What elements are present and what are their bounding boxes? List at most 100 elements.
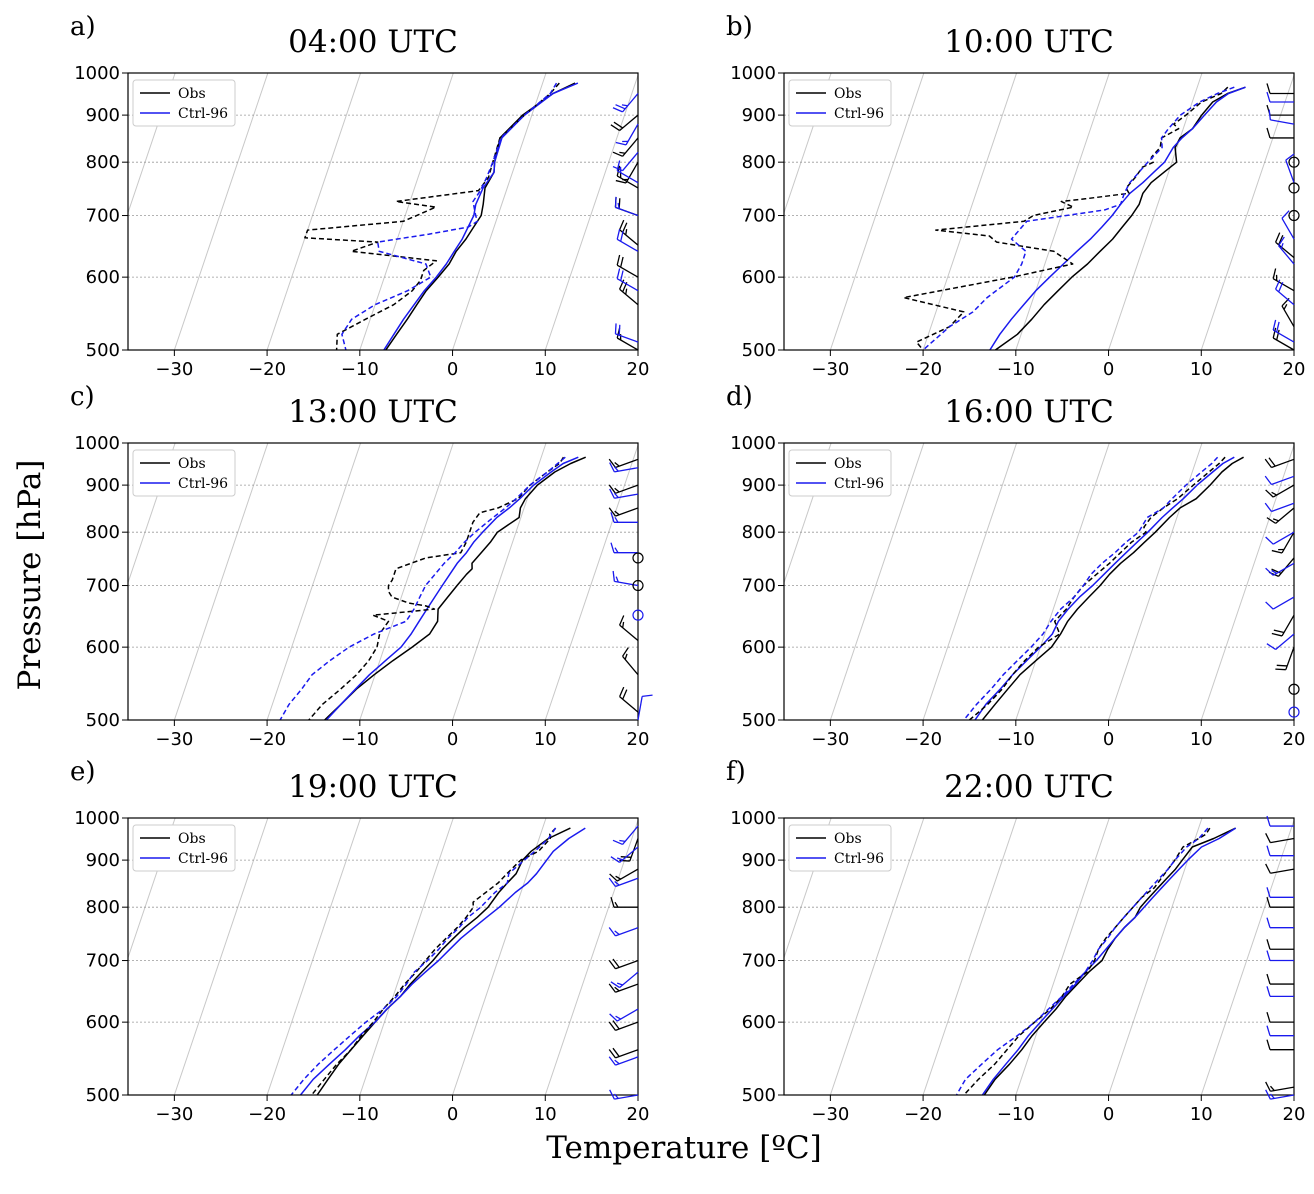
barb-flag (1268, 457, 1276, 467)
legend-model-label: Ctrl-96 (834, 476, 884, 492)
wind-barb (609, 462, 639, 473)
barb-flag (1266, 887, 1271, 898)
plot-area (128, 443, 638, 720)
barb-flag (616, 268, 621, 279)
wind-barb (1266, 507, 1295, 524)
barb-flag (620, 231, 624, 242)
barb-flag (1266, 1011, 1271, 1023)
barb-flag (608, 983, 616, 993)
x-tick-label: 10 (1190, 729, 1213, 750)
x-tick-label: −20 (904, 729, 942, 750)
model-dewpoint-line (922, 86, 1235, 350)
barb-staff (622, 137, 639, 157)
isotherm-line (1108, 818, 1203, 1095)
barb-flag (612, 165, 623, 172)
y-tick-label: 900 (742, 105, 776, 126)
barb-flag (1275, 279, 1281, 290)
calm-wind-circle (632, 552, 644, 564)
barb-staff (619, 624, 639, 642)
barb-flag (1264, 475, 1272, 485)
isotherm-line (1200, 818, 1294, 1095)
barb-flag (1265, 489, 1274, 498)
x-tick-label: 0 (447, 359, 458, 380)
barb-flag (1272, 319, 1277, 331)
wind-barb (612, 151, 639, 172)
barb-staff (1270, 119, 1295, 125)
barb-staff (1270, 868, 1295, 874)
wind-barb (610, 846, 639, 863)
wind-barb (1266, 633, 1295, 651)
plot-frame (127, 442, 639, 721)
isotherm-line (922, 73, 1018, 350)
isotherm-line (637, 348, 638, 350)
barb-flag (1266, 91, 1271, 103)
model-temperature-line (989, 86, 1246, 350)
wind-barb (1265, 484, 1295, 498)
barb-flag (616, 254, 621, 266)
barb-flag (1266, 939, 1271, 950)
barb-flag (1275, 232, 1281, 243)
barb-flag (619, 279, 625, 290)
wind-barb (615, 123, 639, 146)
isotherm-line (922, 443, 1018, 720)
barb-flag (612, 1047, 620, 1057)
x-tick-label: −20 (248, 729, 286, 750)
barb-flag (622, 647, 629, 657)
wind-barb (1265, 562, 1295, 576)
barb-flag (1265, 833, 1271, 843)
skewt-panel: 500 600 700 800 900 1000 −30 −20 −10 0 10 20 19:00 U… (0, 757, 650, 1125)
barb-flag (612, 151, 623, 157)
wind-barb (609, 1008, 639, 1022)
y-tick-label: 600 (742, 1012, 776, 1033)
barb-flag (1278, 282, 1284, 293)
barb-flag (625, 229, 628, 235)
x-tick-label: 10 (534, 1104, 557, 1125)
legend-model-label: Ctrl-96 (834, 106, 884, 122)
barb-flag (1269, 1093, 1275, 1099)
calm-wind-circle (632, 579, 644, 592)
barb-staff (622, 655, 639, 676)
barb-flag (1272, 327, 1277, 339)
wind-barb (612, 137, 639, 157)
y-tick-label: 800 (86, 897, 120, 918)
plot-area (0, 818, 638, 1095)
y-tick-label: 500 (742, 340, 776, 361)
wind-barb (612, 570, 639, 587)
wind-barb (608, 507, 639, 517)
barb-flag (1278, 234, 1284, 246)
wind-barb (1266, 939, 1294, 950)
wind-barb (609, 868, 639, 882)
barb-flag (1265, 1081, 1271, 1092)
wind-barb (608, 1047, 639, 1059)
isotherm-line (552, 73, 646, 350)
model-temperature-line (974, 456, 1235, 720)
isotherm-line (367, 818, 461, 1095)
isotherm-line (645, 73, 739, 350)
wind-barb (1268, 109, 1295, 125)
barb-flag (614, 1059, 620, 1065)
legend-model-label: Ctrl-96 (178, 106, 228, 122)
barb-flag (621, 104, 628, 107)
wind-barb (614, 196, 639, 217)
x-tick-label: 20 (627, 1104, 650, 1125)
skewt-panel: 500 600 700 800 900 1000 −30 −20 −10 0 10 20 13:00 U… (70, 382, 653, 750)
x-tick-label: 20 (1283, 359, 1306, 380)
x-tick-label: −30 (811, 1104, 849, 1125)
isotherm-line (173, 443, 269, 720)
plot-frame (783, 817, 1295, 1096)
barb-staff (1270, 837, 1295, 844)
wind-barb (610, 512, 638, 523)
x-tick-label: −20 (248, 1104, 286, 1125)
y-tick-label: 500 (86, 710, 120, 731)
isotherm-line (0, 818, 82, 1095)
model-dewpoint-line (341, 82, 558, 350)
obs-temperature-line (316, 827, 571, 1095)
wind-barb (1264, 502, 1295, 513)
x-tick-label: 0 (1103, 729, 1114, 750)
barb-flag (615, 576, 619, 583)
barb-flag (615, 141, 627, 146)
isotherm-line (544, 443, 638, 720)
wind-barb (1271, 531, 1295, 554)
barb-flag (1280, 242, 1284, 249)
barb-flag (613, 1093, 619, 1099)
